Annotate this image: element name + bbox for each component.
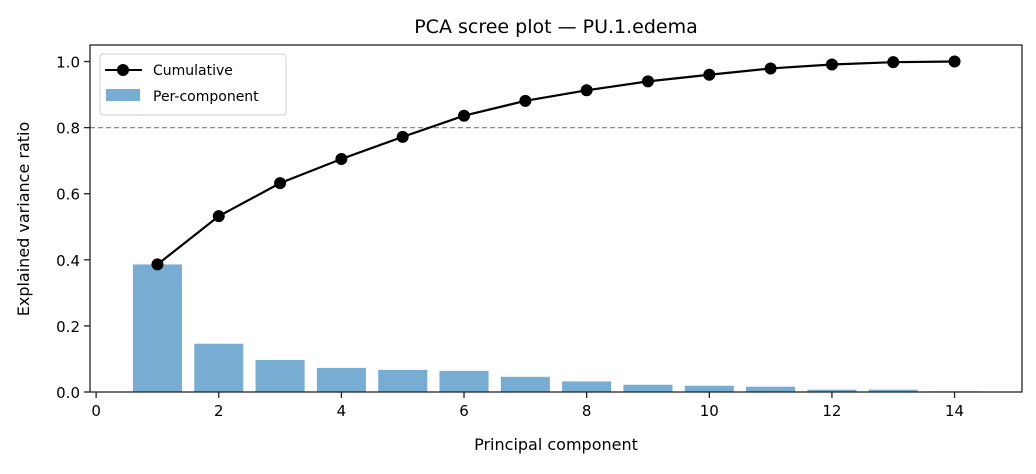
cumulative-point-pc12 [825,58,838,71]
x-tick-label: 12 [822,402,841,420]
legend: Cumulative Per-component [99,53,287,116]
cumulative-point-pc4 [335,153,348,166]
cumulative-point-pc8 [580,84,593,97]
bar-pc7 [500,376,550,392]
bar-pc3 [255,359,305,392]
bar-pc11 [746,386,796,392]
axes-frame [89,44,1023,393]
legend-box [99,53,287,116]
y-tick-label: 0.8 [56,120,80,138]
bar-pc4 [316,367,366,392]
cumulative-point-pc3 [274,177,287,190]
x-tick-label: 14 [945,402,964,420]
x-tick-label: 10 [700,402,719,420]
x-tick-label: 6 [459,402,469,420]
y-tick-label: 0.4 [56,252,80,270]
bar-pc6 [439,370,489,392]
cumulative-point-pc5 [396,130,409,143]
cumulative-point-pc6 [458,109,471,122]
cumulative-point-pc13 [887,56,900,69]
bar-pc5 [378,369,428,392]
legend-label-cumulative: Cumulative [153,63,233,79]
x-axis-label: Principal component [474,435,638,454]
cumulative-point-pc11 [764,62,777,75]
legend-point-marker [117,64,129,76]
cumulative-point-pc14 [948,55,961,68]
x-tick-label: 0 [91,402,101,420]
legend-bar-swatch [106,89,140,101]
x-tick-label: 8 [582,402,592,420]
chart-title: PCA scree plot — PU.1.edema [414,16,698,38]
x-tick-label: 4 [337,402,347,420]
cumulative-point-pc2 [212,210,225,223]
bar-pc1 [132,264,182,392]
bar-pc13 [868,389,918,392]
bar-pc2 [194,343,244,392]
bar-pc12 [807,389,857,392]
y-axis-label: Explained variance ratio [14,122,33,317]
bar-pc8 [562,381,612,392]
legend-label-per-component: Per-component [153,89,259,105]
bar-pc10 [684,385,734,392]
cumulative-point-pc1 [151,258,164,271]
x-tick-label: 2 [214,402,224,420]
cumulative-point-pc9 [641,75,654,88]
y-tick-label: 0.6 [56,186,80,204]
y-tick-label: 0.2 [56,318,80,336]
y-tick-label: 1.0 [56,54,80,72]
cumulative-point-pc7 [519,94,532,107]
y-tick-label: 0.0 [56,384,80,402]
cumulative-line [156,60,955,266]
bar-pc9 [623,384,673,392]
cumulative-point-pc10 [703,68,716,81]
